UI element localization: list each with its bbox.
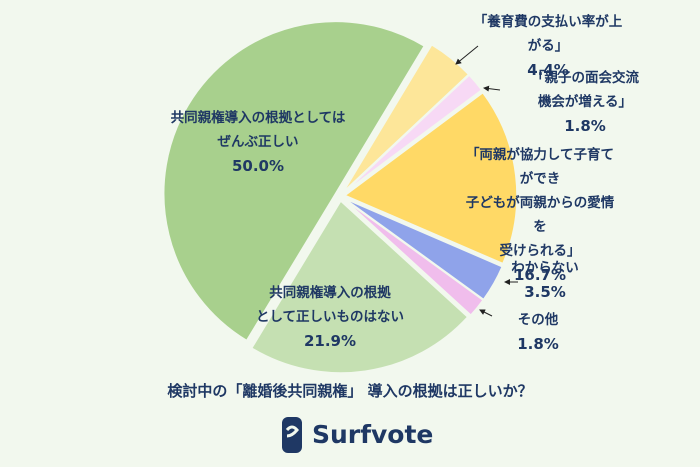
pie-slice (162, 20, 426, 342)
slice-label: 「親子の面会交流機会が増える」 (531, 70, 639, 110)
pie-slice (343, 198, 485, 317)
logo-icon-curve (285, 425, 299, 438)
slice-label: 「両親が協力して子育てができ 子どもが両親からの愛情を 受けられる」 (465, 147, 615, 259)
brand-logo: Surfvote (312, 420, 434, 449)
pie-slice (343, 91, 518, 265)
pie-slice (342, 43, 470, 193)
slice-label: 共同親権導入の根拠 として正しいものはない (255, 285, 405, 325)
slice-label: 共同親権導入の根拠としては ぜんぶ正しい (170, 110, 346, 150)
leader-arrow (483, 85, 501, 92)
value-label: 3.5% (524, 283, 566, 301)
value-label: 1.8% (517, 335, 559, 353)
leader-arrow (479, 309, 493, 317)
leader-arrow (455, 45, 479, 65)
value-label: 1.8% (564, 117, 606, 135)
pie-slice (250, 199, 469, 374)
slice-label: 「養育費の支払い率が上がる」 (473, 14, 623, 54)
chart-title: 検討中の「離婚後共同親権」 導入の根拠は正しいか？ (167, 382, 533, 400)
slice-label: わからない (511, 260, 579, 276)
slice-label: その他 (517, 312, 559, 328)
value-label: 21.9% (303, 332, 357, 350)
value-label: 4.4% (527, 61, 569, 79)
pie-slice (343, 74, 483, 194)
pie-slice (343, 197, 504, 301)
value-label: 50.0% (231, 157, 285, 175)
value-label: 16.7% (513, 266, 567, 284)
